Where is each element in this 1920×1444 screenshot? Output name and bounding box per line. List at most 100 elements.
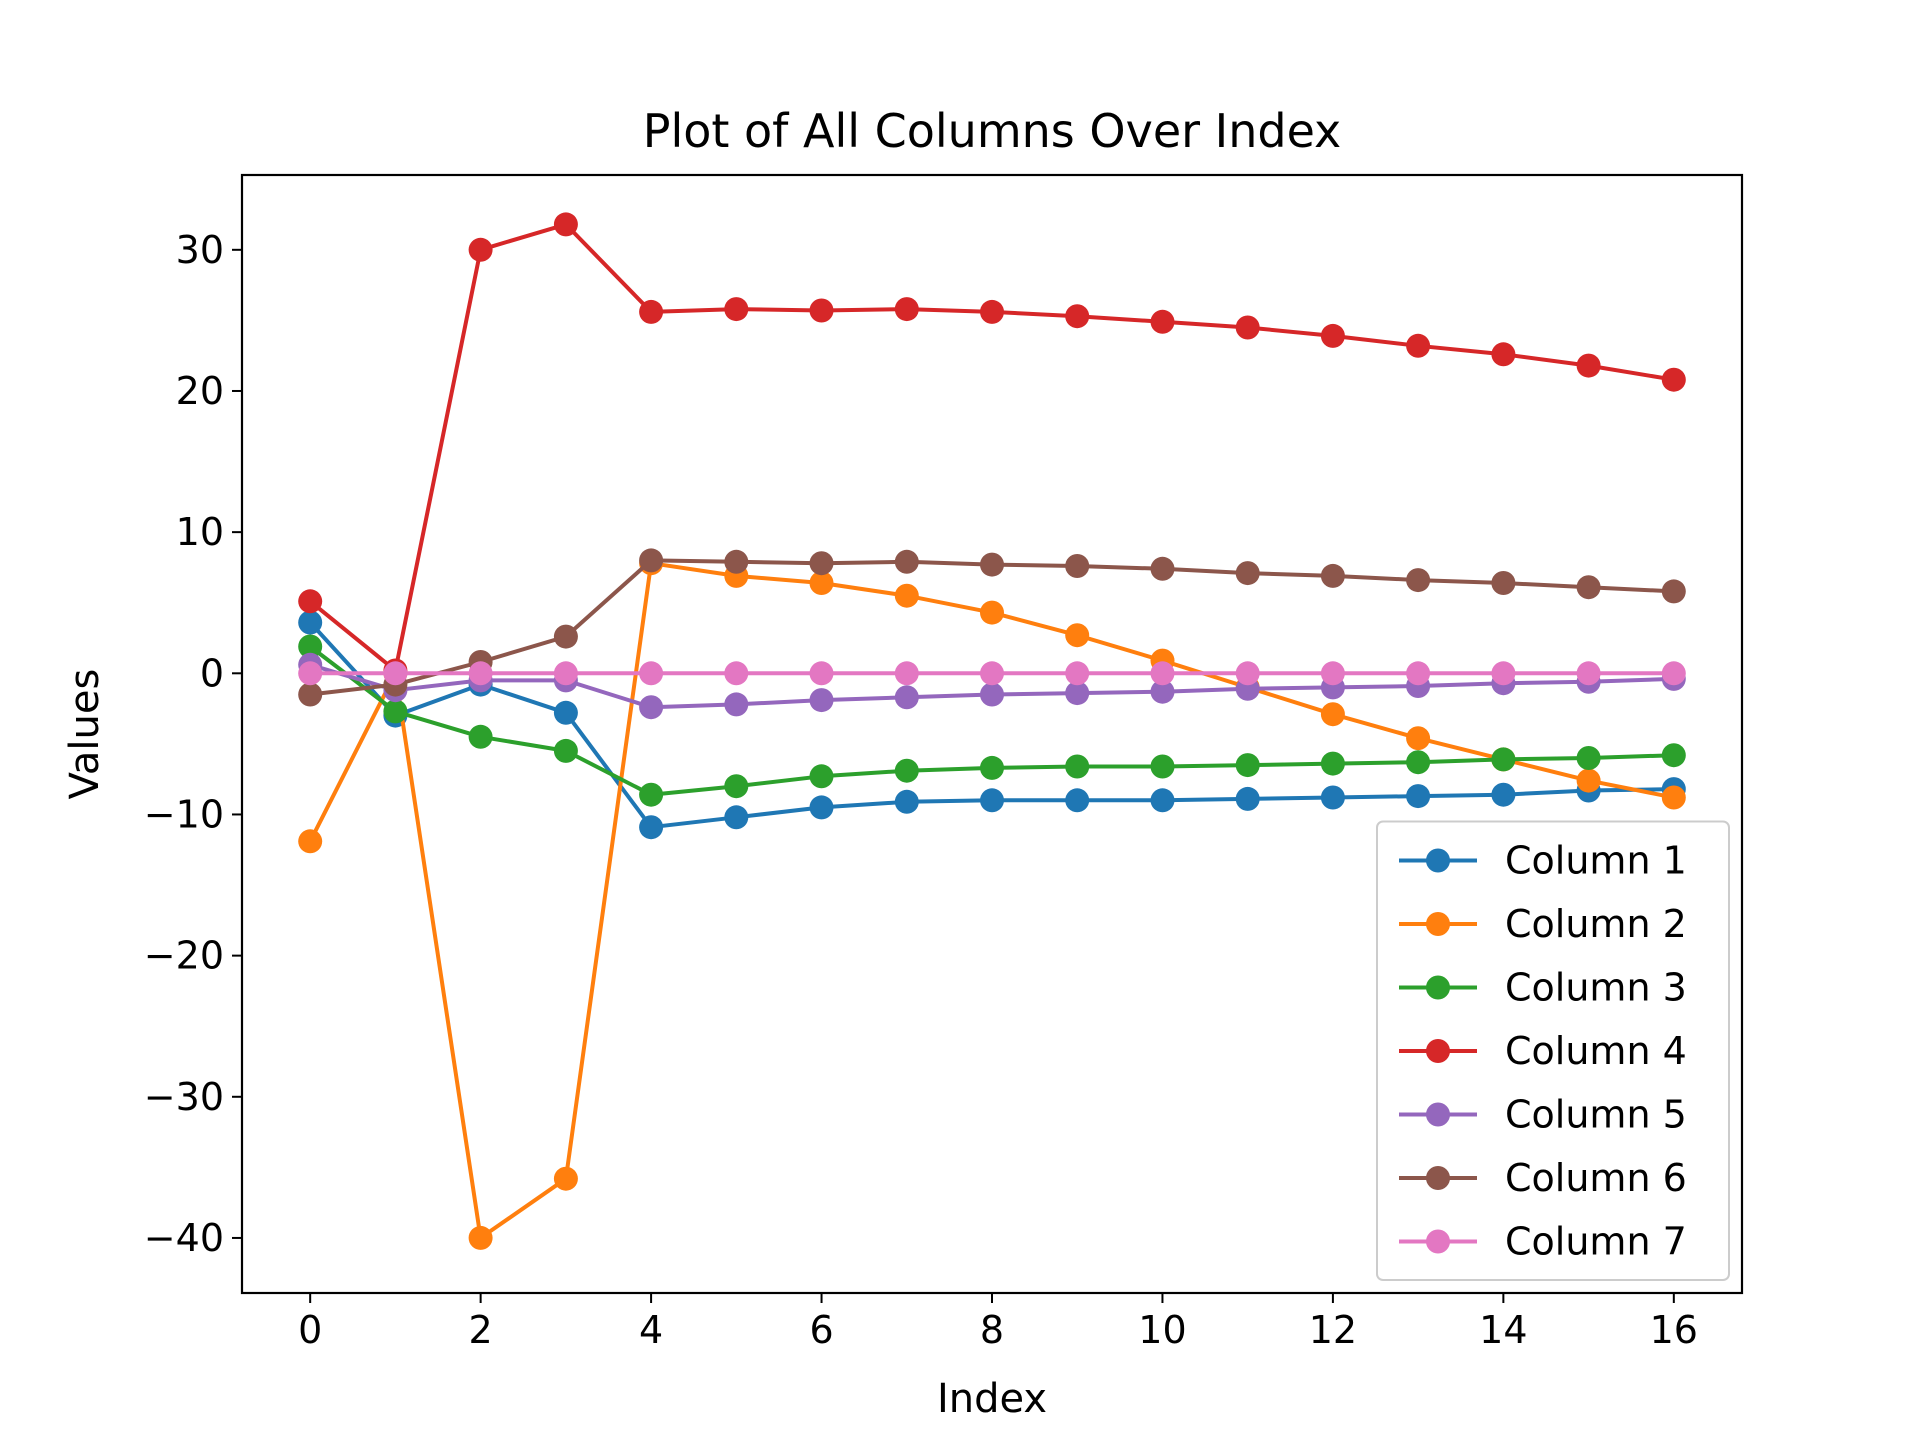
data-point-s3-2 bbox=[468, 724, 493, 749]
data-point-s1-9 bbox=[1065, 788, 1090, 813]
data-point-s3-0 bbox=[298, 634, 323, 659]
data-point-s6-13 bbox=[1406, 568, 1431, 593]
y-tick-label: 0 bbox=[200, 651, 224, 695]
data-point-s7-3 bbox=[553, 661, 578, 686]
legend-label: Column 4 bbox=[1505, 1029, 1687, 1073]
data-point-s2-7 bbox=[894, 583, 919, 608]
legend-item-7: Column 7 bbox=[1399, 1220, 1687, 1264]
data-point-s3-4 bbox=[639, 782, 664, 807]
data-point-s6-7 bbox=[894, 549, 919, 574]
x-tick-label: 8 bbox=[980, 1308, 1004, 1352]
data-point-s7-12 bbox=[1320, 661, 1345, 686]
data-point-s7-9 bbox=[1065, 661, 1090, 686]
data-point-s1-6 bbox=[809, 795, 834, 820]
data-point-s3-6 bbox=[809, 764, 834, 789]
data-point-s2-13 bbox=[1406, 726, 1431, 751]
legend-label: Column 1 bbox=[1505, 839, 1687, 883]
data-point-s7-11 bbox=[1235, 661, 1260, 686]
data-point-s6-8 bbox=[980, 552, 1004, 577]
data-point-s7-15 bbox=[1576, 661, 1601, 686]
series-6 bbox=[298, 548, 1686, 707]
legend-marker bbox=[1426, 1039, 1450, 1063]
data-point-s2-12 bbox=[1320, 702, 1345, 727]
legend: Column 1 Column 2 Column 3 Column 4 Column 5… bbox=[1376, 820, 1730, 1281]
data-point-s4-14 bbox=[1491, 342, 1516, 367]
data-point-s4-16 bbox=[1661, 367, 1686, 392]
data-point-s4-15 bbox=[1576, 353, 1601, 378]
x-tick-label: 12 bbox=[1309, 1308, 1357, 1352]
data-point-s6-3 bbox=[553, 624, 578, 649]
data-point-s3-5 bbox=[724, 774, 749, 799]
data-point-s1-7 bbox=[894, 789, 919, 814]
legend-marker bbox=[1426, 1102, 1450, 1127]
data-point-s4-12 bbox=[1320, 323, 1345, 348]
y-tick-label: −30 bbox=[144, 1075, 224, 1119]
x-tick-label: 16 bbox=[1650, 1308, 1698, 1352]
x-tick-label: 10 bbox=[1138, 1308, 1186, 1352]
data-point-s1-0 bbox=[298, 610, 323, 635]
data-point-s5-6 bbox=[809, 688, 834, 713]
legend-label: Column 2 bbox=[1505, 902, 1687, 946]
data-point-s2-8 bbox=[980, 600, 1004, 625]
y-axis: −40 −30 −20 −10 0 10 20 30 bbox=[144, 228, 242, 1260]
data-point-s1-10 bbox=[1150, 788, 1175, 813]
x-tick-label: 0 bbox=[298, 1308, 322, 1352]
data-point-s1-3 bbox=[553, 700, 578, 725]
legend-item-2: Column 2 bbox=[1399, 902, 1687, 946]
data-point-s7-10 bbox=[1150, 661, 1175, 686]
data-point-s7-14 bbox=[1491, 661, 1516, 686]
data-point-s3-14 bbox=[1491, 747, 1516, 772]
data-point-s7-1 bbox=[383, 661, 408, 686]
legend-marker bbox=[1426, 848, 1450, 873]
x-axis: 0 2 4 6 8 10 12 14 16 bbox=[298, 1293, 1698, 1352]
data-point-s3-15 bbox=[1576, 746, 1601, 770]
data-point-s5-7 bbox=[894, 685, 919, 710]
data-point-s3-1 bbox=[383, 699, 408, 724]
data-point-s4-7 bbox=[894, 297, 919, 322]
data-point-s6-14 bbox=[1491, 571, 1516, 595]
legend-marker bbox=[1426, 912, 1450, 936]
data-point-s4-9 bbox=[1065, 304, 1090, 329]
data-point-s7-4 bbox=[639, 661, 664, 686]
data-point-s7-5 bbox=[724, 661, 749, 686]
y-tick-label: −40 bbox=[144, 1216, 224, 1260]
data-point-s3-13 bbox=[1406, 750, 1431, 775]
legend-item-6: Column 6 bbox=[1399, 1156, 1687, 1200]
data-point-s1-13 bbox=[1406, 784, 1431, 809]
data-point-s1-14 bbox=[1491, 782, 1516, 807]
legend-label: Column 5 bbox=[1505, 1093, 1687, 1137]
legend-label: Column 3 bbox=[1505, 966, 1687, 1010]
data-point-s3-11 bbox=[1235, 753, 1260, 778]
data-point-s6-11 bbox=[1235, 561, 1260, 586]
data-point-s1-12 bbox=[1320, 785, 1345, 810]
y-tick-label: 10 bbox=[176, 510, 224, 554]
data-point-s3-8 bbox=[980, 755, 1004, 780]
series-3 bbox=[298, 634, 1686, 807]
data-point-s3-12 bbox=[1320, 751, 1345, 776]
legend-item-1: Column 1 bbox=[1399, 839, 1687, 883]
data-point-s3-3 bbox=[553, 738, 578, 763]
data-point-s2-9 bbox=[1065, 623, 1090, 648]
data-point-s5-4 bbox=[639, 695, 664, 720]
data-point-s4-10 bbox=[1150, 309, 1175, 334]
data-point-s6-16 bbox=[1661, 579, 1686, 604]
plot-area bbox=[298, 212, 1686, 1250]
data-point-s6-4 bbox=[639, 548, 664, 573]
data-point-s4-5 bbox=[724, 297, 749, 322]
data-point-s6-10 bbox=[1150, 556, 1175, 581]
legend-box bbox=[1376, 820, 1730, 1281]
data-point-s2-3 bbox=[553, 1166, 578, 1191]
data-point-s7-0 bbox=[298, 661, 323, 686]
data-point-s7-6 bbox=[809, 661, 834, 686]
legend-marker bbox=[1426, 1166, 1450, 1190]
legend-item-4: Column 4 bbox=[1399, 1029, 1687, 1073]
data-point-s4-2 bbox=[468, 237, 493, 262]
data-point-s4-8 bbox=[980, 299, 1004, 324]
x-tick-label: 14 bbox=[1479, 1308, 1527, 1352]
data-point-s4-11 bbox=[1235, 315, 1260, 340]
x-tick-label: 6 bbox=[809, 1308, 833, 1352]
data-point-s2-16 bbox=[1661, 785, 1686, 810]
data-point-s6-15 bbox=[1576, 575, 1601, 600]
data-point-s7-7 bbox=[894, 661, 919, 686]
